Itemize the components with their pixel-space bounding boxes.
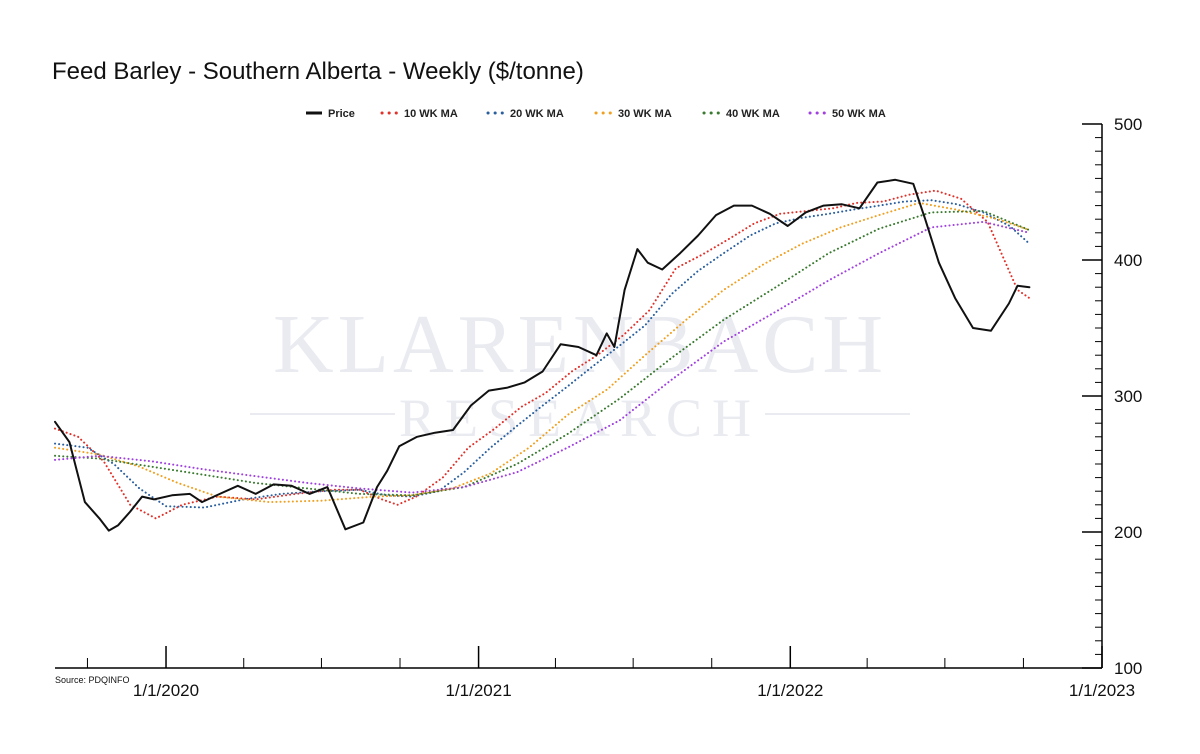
series-layer xyxy=(54,178,1031,532)
y-tick-label: 200 xyxy=(1114,523,1142,542)
axes-layer: 100 200 300 400 500 1/1/2020 1/1/2021 1/1/2022 1… xyxy=(55,115,1142,700)
series-line-40-wk-ma xyxy=(54,210,1031,497)
y-tick-label: 300 xyxy=(1114,387,1142,406)
series-line-10-wk-ma xyxy=(54,189,1031,520)
watermark-line-1: KLARENBACH xyxy=(273,298,887,391)
x-tick-label: 1/1/2023 xyxy=(1069,681,1135,700)
legend-label-40-wk-ma: 40 WK MA xyxy=(726,108,780,120)
x-tick-label: 1/1/2021 xyxy=(445,681,511,700)
legend-label-20-wk-ma: 20 WK MA xyxy=(510,108,564,120)
series-line-30-wk-ma xyxy=(54,201,1031,504)
legend-label-10-wk-ma: 10 WK MA xyxy=(404,108,458,120)
legend-label-price: Price xyxy=(328,108,355,120)
y-tick-label: 500 xyxy=(1114,115,1142,134)
legend-label-50-wk-ma: 50 WK MA xyxy=(832,108,886,120)
watermark: KLARENBACH RESEARCH xyxy=(250,298,910,448)
y-tick-label: 100 xyxy=(1114,659,1142,678)
series-line-20-wk-ma xyxy=(54,199,1031,509)
legend-label-30-wk-ma: 30 WK MA xyxy=(618,108,672,120)
x-tick-label: 1/1/2020 xyxy=(133,681,199,700)
chart-title: Feed Barley - Southern Alberta - Weekly … xyxy=(52,58,584,85)
watermark-line-2: RESEARCH xyxy=(399,388,761,448)
series-line-price xyxy=(54,178,1031,532)
y-tick-label: 400 xyxy=(1114,251,1142,270)
source-note: Source: PDQINFO xyxy=(55,675,130,685)
legend: Price 10 WK MA 20 WK MA 30 WK MA 40 WK MA 50 … xyxy=(306,108,886,120)
series-line-50-wk-ma xyxy=(54,220,1031,494)
x-tick-label: 1/1/2022 xyxy=(757,681,823,700)
